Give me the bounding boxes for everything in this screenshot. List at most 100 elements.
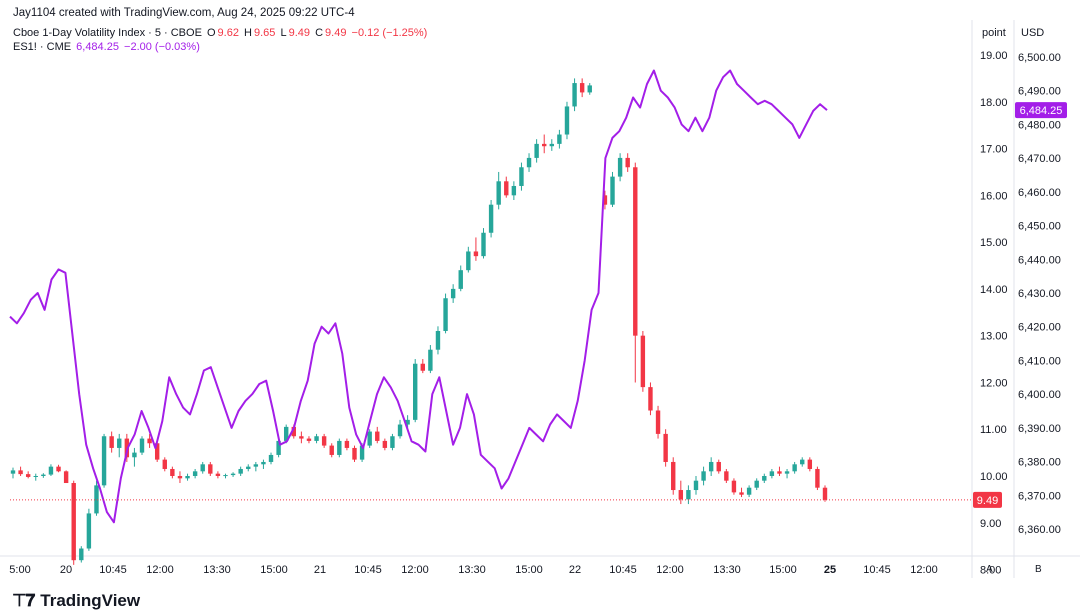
es-axis-tick-label: 6,450.00 bbox=[1018, 221, 1061, 233]
second-series-title[interactable]: ES1! · CME bbox=[13, 41, 72, 53]
time-axis-tick-label: 12:00 bbox=[910, 564, 938, 576]
vix-candle-body bbox=[648, 387, 653, 411]
log-scale-button[interactable]: B bbox=[1035, 564, 1042, 575]
vix-candle-body bbox=[41, 474, 46, 476]
vix-candle-body bbox=[769, 471, 775, 476]
vix-candle-body bbox=[488, 204, 494, 233]
es-axis-tick-label: 6,420.00 bbox=[1018, 322, 1061, 334]
vix-candle-body bbox=[405, 419, 410, 425]
vix-candle-body bbox=[10, 470, 16, 474]
vix-candle-body bbox=[56, 466, 61, 472]
time-axis-tick-label: 13:30 bbox=[458, 564, 486, 576]
vix-candle-body bbox=[170, 468, 175, 476]
vix-candle-body bbox=[390, 436, 395, 448]
vix-axis-tick-label: 15.00 bbox=[980, 237, 1008, 249]
vix-candle-body bbox=[162, 459, 167, 469]
vix-candle-body bbox=[344, 440, 350, 448]
vix-candle-body bbox=[504, 181, 509, 196]
right-price-axis-header: USD bbox=[1021, 27, 1045, 39]
es-axis-tick-label: 6,430.00 bbox=[1018, 288, 1061, 300]
vix-candle-body bbox=[367, 431, 372, 446]
vix-candle-body bbox=[724, 471, 729, 481]
vix-candle-body bbox=[283, 426, 289, 441]
vix-axis-tick-label: 11.00 bbox=[980, 424, 1007, 436]
time-axis-tick-label: 15:00 bbox=[260, 564, 288, 576]
time-axis-tick-label: 22 bbox=[569, 564, 581, 576]
vix-candle-body bbox=[450, 288, 456, 299]
close-value: 9.49 bbox=[325, 27, 347, 39]
low-label: L bbox=[280, 27, 287, 39]
vix-candle-body bbox=[746, 487, 752, 495]
vix-candle-body bbox=[587, 85, 592, 93]
high-value: 9.65 bbox=[253, 27, 276, 39]
vix-candle-body bbox=[815, 468, 820, 488]
time-axis-tick-label: 10:45 bbox=[609, 564, 637, 576]
vix-axis-tick-label: 10.00 bbox=[980, 471, 1008, 483]
vix-candle-body bbox=[223, 475, 228, 477]
vix-candle-body bbox=[777, 471, 782, 474]
vix-candle-body bbox=[192, 471, 198, 476]
vix-candle-body bbox=[246, 466, 251, 469]
es-axis-tick-label: 6,400.00 bbox=[1018, 389, 1061, 401]
es-axis-tick-label: 6,490.00 bbox=[1018, 86, 1061, 98]
vix-candle-body bbox=[63, 471, 69, 484]
auto-scale-button[interactable]: A bbox=[986, 564, 993, 575]
vix-candle-body bbox=[420, 363, 425, 371]
vix-candle-body bbox=[101, 436, 107, 486]
vix-candle-body bbox=[291, 426, 296, 437]
vix-candle-body bbox=[185, 476, 190, 479]
vix-candle-body bbox=[784, 471, 790, 474]
vix-candle-body bbox=[352, 447, 357, 460]
vix-candle-body bbox=[382, 440, 388, 448]
vix-candle-body bbox=[397, 424, 403, 437]
vix-candle-body bbox=[117, 438, 122, 448]
vix-candle-body bbox=[792, 464, 797, 472]
second-series-value: 6,484.25 bbox=[76, 41, 119, 53]
vix-candle-body bbox=[549, 143, 555, 147]
vix-candle-body bbox=[375, 431, 380, 441]
time-axis-tick-label: 10:45 bbox=[99, 564, 127, 576]
time-axis-tick-label: 10:45 bbox=[863, 564, 891, 576]
vix-axis-tick-label: 13.00 bbox=[980, 331, 1008, 343]
vix-candle-body bbox=[215, 473, 221, 476]
vix-candle-body bbox=[496, 181, 501, 205]
vix-candle-body bbox=[329, 445, 334, 455]
time-axis-tick-label: 12:00 bbox=[656, 564, 684, 576]
time-axis-tick-label: 15:00 bbox=[769, 564, 797, 576]
vix-candle-body bbox=[147, 438, 152, 444]
es-axis-tick-label: 6,480.00 bbox=[1018, 119, 1061, 131]
vix-candle-body bbox=[132, 452, 137, 458]
vix-candle-body bbox=[33, 476, 38, 477]
high-label: H bbox=[244, 27, 252, 39]
vix-axis-tick-label: 19.00 bbox=[980, 50, 1008, 62]
vix-candle-body bbox=[686, 490, 691, 500]
es-axis-tick-label: 6,440.00 bbox=[1018, 254, 1061, 266]
vix-candle-body bbox=[435, 330, 441, 350]
vix-candle-body bbox=[663, 433, 668, 462]
main-series-title[interactable]: Cboe 1-Day Volatility Index · 5 · CBOE bbox=[13, 27, 202, 39]
vix-candle-body bbox=[443, 298, 448, 331]
vix-candle-body bbox=[79, 548, 84, 561]
vix-candle-body bbox=[268, 454, 274, 462]
vix-candle-body bbox=[466, 251, 471, 271]
vix-candle-body bbox=[71, 483, 76, 561]
es-axis-tick-label: 6,500.00 bbox=[1018, 52, 1061, 64]
es-axis-tick-label: 6,470.00 bbox=[1018, 153, 1061, 165]
vix-candle-body bbox=[671, 461, 676, 491]
vix-candle-body bbox=[337, 440, 342, 455]
vix-candle-body bbox=[230, 473, 236, 476]
vix-candle-body bbox=[716, 461, 721, 472]
vix-candle-body bbox=[822, 487, 828, 500]
vix-last-price-label: 9.49 bbox=[977, 495, 998, 507]
vix-candle-body bbox=[428, 349, 433, 371]
vix-candle-body bbox=[276, 440, 281, 455]
open-label: O bbox=[206, 27, 216, 39]
open-value: 9.62 bbox=[217, 27, 239, 39]
close-label: C bbox=[315, 27, 324, 39]
vix-candle-body bbox=[253, 464, 259, 467]
vix-candle-body bbox=[655, 410, 661, 434]
low-value: 9.49 bbox=[288, 27, 311, 39]
vix-candle-body bbox=[617, 157, 623, 177]
es-price-line bbox=[9, 69, 828, 524]
